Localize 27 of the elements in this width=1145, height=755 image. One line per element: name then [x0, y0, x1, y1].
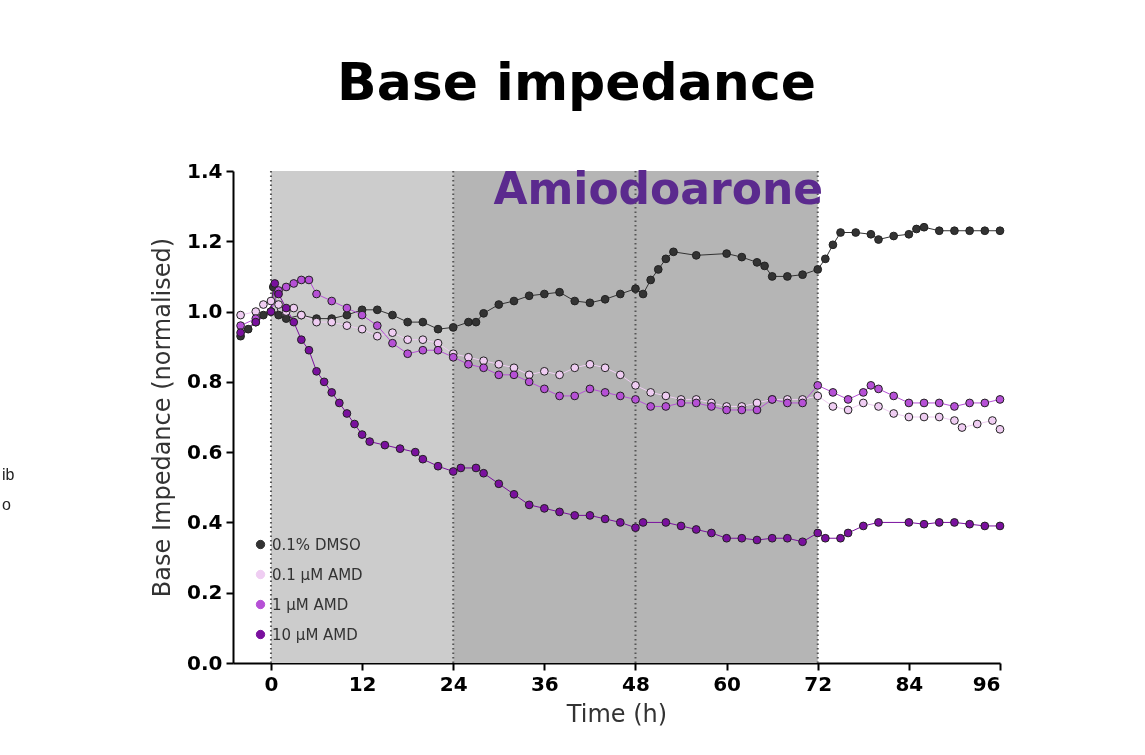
x-tick-label: 36 [530, 671, 559, 696]
y-tick-label: 1.0 [187, 299, 223, 324]
x-tick-label: 24 [439, 671, 468, 696]
y-tick-label: 0.2 [187, 580, 223, 605]
text: o [2, 496, 11, 514]
annotation: Amiodoarone [493, 163, 824, 214]
y-tick-label: 0.8 [187, 369, 223, 394]
x-tick-label: 84 [895, 671, 924, 696]
x-tick-label: 0 [264, 671, 279, 696]
x-tick-label: 72 [804, 671, 833, 696]
x-tick-label: 12 [348, 671, 377, 696]
legend-label: 0.1% DMSO [272, 535, 361, 554]
y-tick-label: 0.6 [187, 439, 223, 464]
y-tick-label: 1.4 [187, 158, 223, 183]
legend-label: 1 µM AMD [272, 595, 349, 614]
y-tick-label: 0.0 [187, 650, 223, 675]
x-tick-label: 60 [713, 671, 742, 696]
chart-title: Base impedance [337, 52, 816, 112]
x-axis-title: Time (h) [565, 699, 668, 728]
y-axis-title: Base Impedance (normalised) [148, 237, 177, 598]
legend-label: 10 µM AMD [272, 625, 358, 644]
legend-label: 0.1 µM AMD [272, 565, 363, 584]
text: ib [2, 466, 15, 484]
x-tick-label: 48 [622, 671, 650, 696]
y-tick-label: 0.4 [187, 509, 223, 534]
x-tick-label: 96 [972, 671, 1001, 696]
y-tick-label: 1.2 [187, 228, 223, 253]
